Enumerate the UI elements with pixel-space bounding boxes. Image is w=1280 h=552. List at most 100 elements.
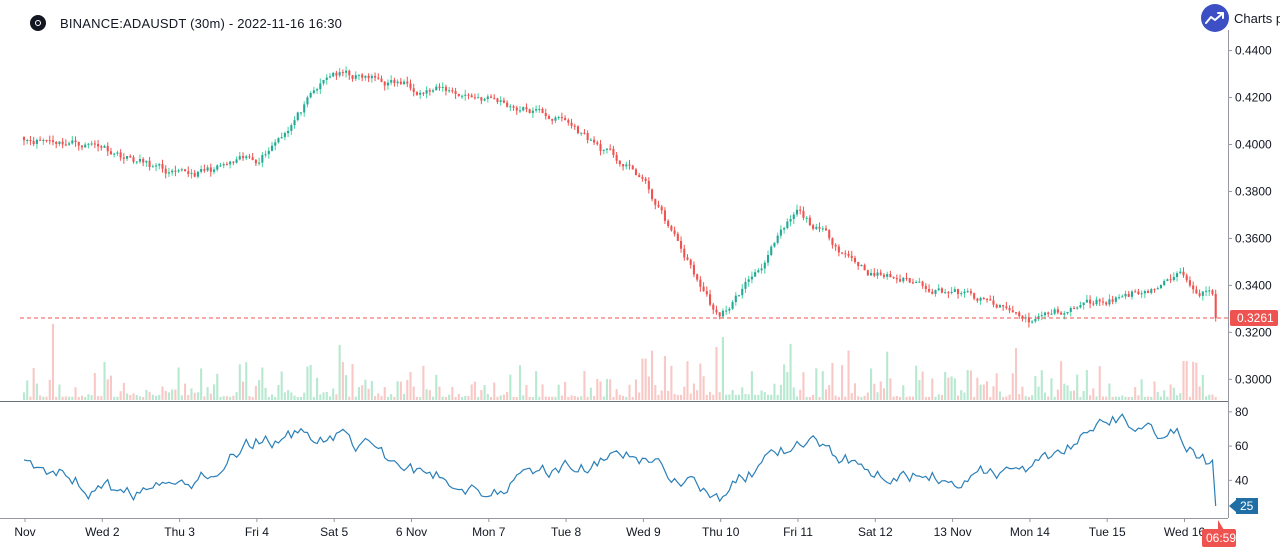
volume-bar bbox=[374, 396, 377, 400]
volume-bar bbox=[306, 366, 309, 400]
volume-bar bbox=[1143, 396, 1146, 400]
candle-body bbox=[821, 228, 824, 230]
volume-bar bbox=[535, 371, 538, 400]
candle-body bbox=[908, 278, 911, 283]
candle-body bbox=[74, 140, 77, 143]
candle-body bbox=[593, 139, 596, 143]
candle-body bbox=[386, 82, 390, 86]
candle-body bbox=[312, 90, 315, 93]
volume-bar bbox=[1098, 366, 1101, 400]
volume-bar bbox=[1040, 370, 1043, 400]
last-price-badge: 0.3261 bbox=[1230, 310, 1278, 327]
candle-body bbox=[779, 229, 782, 236]
candle-body bbox=[960, 293, 963, 295]
candle-body bbox=[270, 145, 274, 151]
volume-bar bbox=[760, 390, 763, 400]
candle-body bbox=[1098, 299, 1101, 302]
candle-body bbox=[1208, 290, 1211, 292]
candle-body bbox=[541, 109, 544, 114]
volume-bar bbox=[863, 395, 866, 400]
volume-bar bbox=[1159, 396, 1163, 400]
candle-body bbox=[934, 290, 937, 294]
volume-bar bbox=[944, 372, 947, 400]
candle-body bbox=[374, 75, 377, 78]
candle-body bbox=[441, 86, 444, 88]
candle-body bbox=[216, 165, 219, 170]
candle-body bbox=[496, 98, 499, 102]
candle-body bbox=[1040, 315, 1043, 317]
volume-bar bbox=[45, 396, 48, 400]
candle-body bbox=[1005, 306, 1008, 309]
candle-body bbox=[673, 230, 676, 234]
candle-body bbox=[357, 74, 361, 76]
volume-bar bbox=[702, 376, 705, 400]
volume-bar bbox=[1050, 378, 1053, 400]
price-tick-label: 0.3200 bbox=[1235, 325, 1272, 339]
time-tick-label: Sat 12 bbox=[858, 525, 893, 539]
volume-bar bbox=[470, 384, 473, 400]
candle-body bbox=[1011, 310, 1014, 313]
candle-body bbox=[325, 77, 328, 80]
candle-body bbox=[460, 95, 464, 97]
volume-bar bbox=[222, 396, 225, 400]
volume-bar bbox=[332, 388, 335, 400]
candle-body bbox=[200, 169, 203, 172]
candle-body bbox=[605, 148, 609, 150]
brand[interactable]: Charts p bbox=[1201, 4, 1280, 32]
volume-bar bbox=[705, 394, 708, 400]
candle-body bbox=[692, 264, 695, 275]
candle-body bbox=[180, 169, 183, 171]
volume-bar bbox=[354, 396, 357, 400]
candle-body bbox=[142, 158, 145, 163]
candle-body bbox=[277, 138, 280, 143]
candle-body bbox=[222, 164, 225, 166]
candle-body bbox=[183, 169, 187, 172]
candle-body bbox=[551, 118, 554, 121]
volume-bar bbox=[287, 389, 290, 400]
volume-bar bbox=[576, 396, 580, 400]
candle-body bbox=[654, 199, 657, 205]
chart-trend-icon[interactable] bbox=[1201, 4, 1229, 32]
volume-bar bbox=[412, 386, 415, 400]
volume-bar bbox=[109, 375, 113, 400]
candle-body bbox=[1195, 289, 1198, 294]
candle-body bbox=[1163, 280, 1166, 286]
candle-body bbox=[976, 298, 979, 301]
candle-body bbox=[634, 169, 638, 176]
volume-bar bbox=[328, 396, 332, 400]
candle-body bbox=[1008, 308, 1011, 311]
candle-body bbox=[428, 90, 431, 92]
volume-bar bbox=[815, 368, 818, 400]
candle-body bbox=[280, 137, 283, 139]
volume-bar bbox=[1002, 396, 1005, 400]
candle-body bbox=[686, 257, 689, 260]
volume-bar bbox=[538, 396, 541, 400]
candle-body bbox=[512, 106, 515, 108]
candle-body bbox=[792, 214, 795, 219]
volume-bar bbox=[261, 367, 264, 400]
time-tick-label: Mon 14 bbox=[1010, 525, 1050, 539]
volume-bar bbox=[1105, 396, 1108, 400]
volume-bar bbox=[74, 387, 77, 400]
volume-bar bbox=[770, 394, 773, 400]
symbol-icon[interactable] bbox=[30, 15, 46, 31]
volume-bar bbox=[399, 381, 402, 400]
candle-body bbox=[1188, 280, 1191, 286]
candle-body bbox=[641, 176, 644, 179]
candle-body bbox=[335, 72, 338, 76]
candle-body bbox=[1114, 297, 1117, 302]
candle-body bbox=[316, 89, 319, 91]
candle-body bbox=[477, 97, 480, 99]
candle-body bbox=[187, 171, 190, 174]
volume-bar bbox=[116, 396, 119, 400]
candle-body bbox=[328, 76, 332, 78]
rsi-tick-label: 40 bbox=[1235, 473, 1249, 487]
volume-bar bbox=[386, 396, 390, 400]
volume-bar bbox=[1124, 396, 1127, 400]
candle-body bbox=[744, 281, 747, 289]
volume-bar bbox=[567, 396, 570, 400]
candle-body bbox=[351, 75, 354, 79]
candle-body bbox=[982, 298, 985, 300]
candle-body bbox=[921, 281, 924, 286]
